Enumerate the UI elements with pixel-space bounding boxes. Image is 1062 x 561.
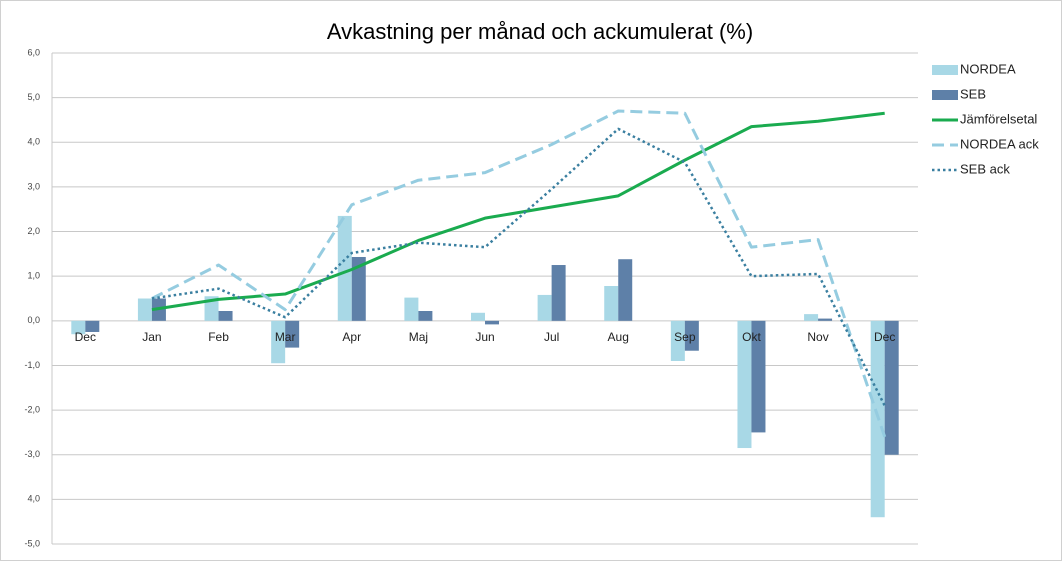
- x-tick-label: Jan: [142, 330, 161, 344]
- bar: [737, 320, 752, 449]
- y-tick-label: 4,0: [27, 494, 40, 504]
- y-tick-label: -1,0: [24, 360, 40, 370]
- bar: [537, 294, 552, 321]
- legend-label: SEB: [960, 86, 986, 101]
- bar: [751, 320, 766, 433]
- y-tick-label: 2,0: [27, 226, 40, 236]
- y-tick-label: 3,0: [27, 181, 40, 191]
- x-tick-label: Dec: [874, 330, 895, 344]
- bar: [71, 320, 86, 335]
- x-tick-label: Apr: [342, 330, 361, 344]
- bar: [485, 320, 499, 325]
- bar: [818, 318, 833, 321]
- bar: [404, 297, 419, 321]
- x-tick-label: Dec: [75, 330, 96, 344]
- bar: [218, 310, 233, 321]
- bar: [551, 265, 566, 321]
- line-series: [151, 111, 885, 312]
- bar: [804, 314, 819, 321]
- x-tick-label: Sep: [674, 330, 696, 344]
- x-tick-label: Maj: [409, 330, 428, 344]
- bar: [684, 320, 699, 351]
- y-tick-label: 5,0: [27, 92, 40, 102]
- legend-swatch: [932, 90, 958, 100]
- bar: [418, 310, 433, 321]
- bar: [337, 215, 352, 321]
- x-tick-label: Mar: [275, 330, 296, 344]
- chart-title: Avkastning per månad och ackumulerat (%): [327, 19, 753, 44]
- bar: [271, 320, 286, 364]
- bar: [618, 259, 633, 321]
- bar: [604, 286, 619, 321]
- legend-swatch: [932, 65, 958, 75]
- legend-label: SEB ack: [960, 161, 1010, 176]
- bar: [137, 298, 152, 321]
- x-tick-label: Aug: [608, 330, 629, 344]
- x-tick-label: Nov: [807, 330, 828, 344]
- x-tick-label: Okt: [742, 330, 761, 344]
- x-tick-label: Jun: [475, 330, 494, 344]
- line-series: [151, 127, 886, 407]
- y-tick-label: -2,0: [24, 404, 40, 414]
- bar: [471, 312, 485, 321]
- x-tick-label: Jul: [544, 330, 559, 344]
- y-tick-label: -5,0: [24, 538, 40, 548]
- x-tick-label: Feb: [208, 330, 229, 344]
- y-tick-label: 6,0: [27, 47, 40, 57]
- legend-label: Jämförelsetal: [960, 111, 1037, 126]
- legend-label: NORDEA ack: [960, 136, 1039, 151]
- bar: [884, 320, 899, 455]
- y-tick-label: 0,0: [27, 315, 40, 325]
- legend-label: NORDEA: [960, 61, 1016, 76]
- bar: [351, 256, 366, 321]
- bar: [670, 320, 685, 361]
- bar: [285, 320, 300, 348]
- y-tick-label: -3,0: [24, 449, 40, 459]
- y-tick-label: 1,0: [27, 271, 40, 281]
- y-tick-label: 4,0: [27, 137, 40, 147]
- line-series: [151, 109, 887, 438]
- bar: [85, 320, 100, 332]
